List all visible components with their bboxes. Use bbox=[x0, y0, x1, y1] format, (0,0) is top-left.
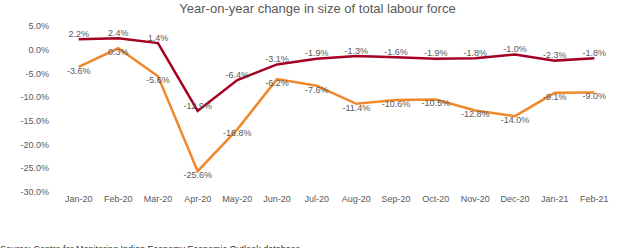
svg-text:-1.8%: -1.8% bbox=[583, 48, 607, 58]
svg-text:0.3%: 0.3% bbox=[108, 47, 129, 57]
svg-text:-16.8%: -16.8% bbox=[223, 128, 252, 138]
svg-text:2.2%: 2.2% bbox=[68, 29, 89, 39]
svg-text:1.4%: 1.4% bbox=[148, 33, 169, 43]
svg-text:-1.8%: -1.8% bbox=[464, 48, 488, 58]
svg-text:-9.0%: -9.0% bbox=[583, 91, 607, 101]
svg-text:5.0%: 5.0% bbox=[28, 21, 49, 31]
svg-text:-5.0%: -5.0% bbox=[25, 69, 49, 79]
svg-text:Oct-20: Oct-20 bbox=[422, 194, 449, 204]
svg-text:Feb-21: Feb-21 bbox=[580, 194, 609, 204]
svg-text:Jun-20: Jun-20 bbox=[263, 194, 291, 204]
svg-text:-10.6%: -10.6% bbox=[382, 99, 411, 109]
svg-text:-6.2%: -6.2% bbox=[265, 78, 289, 88]
svg-text:2.4%: 2.4% bbox=[108, 28, 129, 38]
svg-text:-1.0%: -1.0% bbox=[503, 44, 527, 54]
svg-text:Jul-20: Jul-20 bbox=[304, 194, 329, 204]
svg-text:-10.5%: -10.5% bbox=[421, 98, 450, 108]
svg-text:Sep-20: Sep-20 bbox=[381, 194, 410, 204]
svg-text:Mar-20: Mar-20 bbox=[144, 194, 173, 204]
svg-text:-25.0%: -25.0% bbox=[20, 163, 49, 173]
svg-text:Year-on-year change in size of: Year-on-year change in size of total lab… bbox=[179, 1, 455, 16]
svg-text:-30.0%: -30.0% bbox=[20, 187, 49, 197]
svg-text:Jan-21: Jan-21 bbox=[541, 194, 569, 204]
svg-text:-1.9%: -1.9% bbox=[424, 48, 448, 58]
svg-text:-15.0%: -15.0% bbox=[20, 116, 49, 126]
svg-text:-6.4%: -6.4% bbox=[226, 70, 250, 80]
svg-text:-14.0%: -14.0% bbox=[501, 115, 530, 125]
svg-text:-11.4%: -11.4% bbox=[342, 103, 370, 113]
svg-text:-1.9%: -1.9% bbox=[305, 48, 329, 58]
svg-text:Aug-20: Aug-20 bbox=[342, 194, 371, 204]
svg-text:Nov-20: Nov-20 bbox=[461, 194, 490, 204]
svg-text:Jan-20: Jan-20 bbox=[65, 194, 93, 204]
svg-text:Feb-20: Feb-20 bbox=[104, 194, 133, 204]
svg-text:Apr-20: Apr-20 bbox=[184, 194, 211, 204]
svg-text:-3.6%: -3.6% bbox=[67, 66, 91, 76]
svg-text:-20.0%: -20.0% bbox=[20, 140, 49, 150]
svg-text:-1.3%: -1.3% bbox=[345, 46, 369, 56]
svg-text:-3.1%: -3.1% bbox=[265, 54, 289, 64]
svg-text:Dec-20: Dec-20 bbox=[501, 194, 530, 204]
svg-text:May-20: May-20 bbox=[222, 194, 252, 204]
svg-text:-10.0%: -10.0% bbox=[20, 92, 49, 102]
svg-text:Source: Centre for Monitoring: Source: Centre for Monitoring Indian Eco… bbox=[0, 244, 303, 248]
svg-text:-2.3%: -2.3% bbox=[543, 50, 567, 60]
svg-text:-25.6%: -25.6% bbox=[183, 170, 212, 180]
svg-text:-5.6%: -5.6% bbox=[146, 75, 170, 85]
svg-text:-9.1%: -9.1% bbox=[543, 92, 567, 102]
svg-text:0.0%: 0.0% bbox=[28, 45, 49, 55]
svg-text:-7.6%: -7.6% bbox=[305, 85, 329, 95]
svg-text:-12.8%: -12.8% bbox=[461, 109, 490, 119]
svg-text:-12.9%: -12.9% bbox=[183, 101, 212, 111]
svg-text:-1.6%: -1.6% bbox=[384, 47, 408, 57]
